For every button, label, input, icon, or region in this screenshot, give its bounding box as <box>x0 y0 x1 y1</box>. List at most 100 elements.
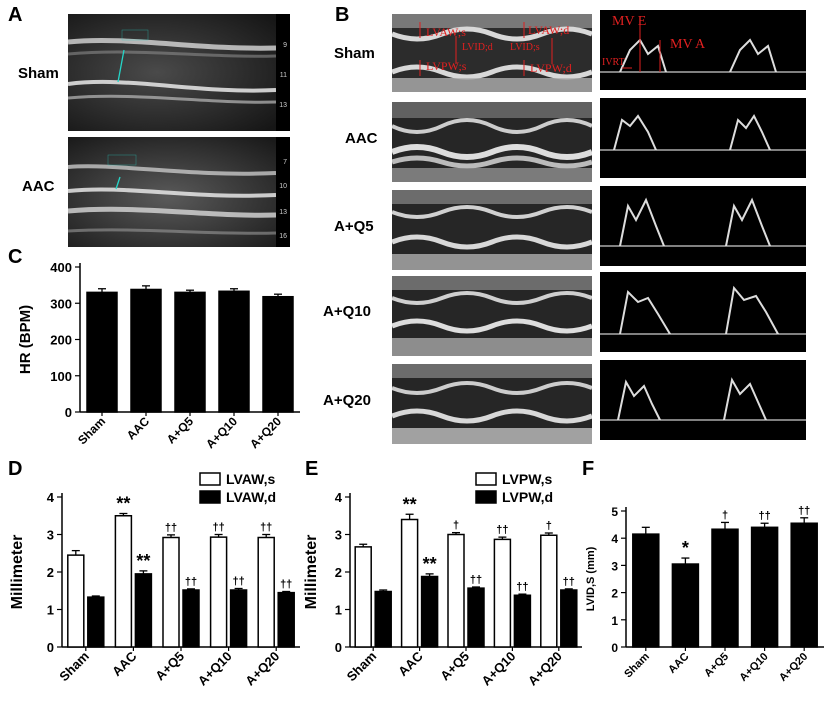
x-tick-label: AAC <box>109 648 140 679</box>
bar <box>671 563 700 648</box>
bar <box>790 522 818 648</box>
bar <box>632 533 660 648</box>
y-tick-label: 100 <box>50 369 72 384</box>
significance-label: †† <box>280 579 292 591</box>
mmode-image-q10 <box>392 276 592 356</box>
mmode-label-lvaw-s: LVAW;s <box>426 25 466 39</box>
chart-d-lvaw: 0 1 2 3 4 Millimeter Sham AAC ** ** A+Q5 †† †† A+Q10 †… <box>9 471 300 689</box>
doppler-image-aac <box>600 98 806 178</box>
mmode-label-lvid-d: LVID;d <box>462 42 493 53</box>
ruler-tick: 9 <box>283 42 287 49</box>
bar <box>130 288 162 413</box>
x-tick-label: A+Q10 <box>479 649 519 689</box>
bar <box>560 589 578 648</box>
doppler-image-sham: MV E MV A IVRT <box>600 10 806 90</box>
x-tick-label: AAC <box>124 414 153 443</box>
legend-swatch <box>199 490 221 504</box>
ruler-tick: 7 <box>283 159 287 166</box>
ultrasound-sham-image: 9 11 13 <box>68 14 290 131</box>
significance-label: ** <box>136 551 150 571</box>
bar <box>374 590 392 648</box>
bar <box>711 528 739 648</box>
mmode-label-lvid-s: LVID;s <box>510 42 540 53</box>
y-tick-label: 4 <box>47 490 55 505</box>
panel-label-b: B <box>335 4 350 26</box>
significance-label: * <box>682 538 689 558</box>
x-tick-label: Sham <box>344 649 380 685</box>
x-tick-label: A+Q20 <box>777 651 810 684</box>
x-tick-label: AAC <box>666 651 691 676</box>
significance-label: †† <box>470 574 482 586</box>
y-tick-label: 2 <box>611 587 618 601</box>
bar <box>540 534 558 648</box>
significance-label: ** <box>423 554 437 574</box>
y-tick-label: 2 <box>47 565 54 580</box>
significance-label: †† <box>496 524 508 536</box>
mmode-image-aac <box>392 102 592 182</box>
row-label-a-aac: AAC <box>22 178 55 195</box>
x-tick-label: A+Q5 <box>164 414 197 447</box>
doppler-label-mv-e: MV E <box>612 14 646 29</box>
bar <box>447 533 465 648</box>
x-tick-label: A+Q5 <box>702 651 731 680</box>
y-axis-label: Millimeter <box>9 535 26 610</box>
bar <box>218 290 250 413</box>
bar <box>134 573 153 648</box>
mmode-label-lvpw-s: LVPW;s <box>426 59 467 73</box>
y-axis-label: LVID,S (mm) <box>585 546 597 611</box>
panel-label-c: C <box>8 246 23 268</box>
ruler-tick: 13 <box>279 102 287 109</box>
row-label-b-sham: Sham <box>334 45 375 62</box>
x-tick-label: Sham <box>622 650 652 680</box>
y-tick-label: 5 <box>611 505 618 519</box>
bar <box>400 518 419 648</box>
doppler-image-q10 <box>600 272 806 352</box>
row-label-b-q20: A+Q20 <box>323 392 371 409</box>
bar <box>493 538 512 648</box>
x-tick-label: A+Q20 <box>525 649 565 689</box>
significance-label: †† <box>516 581 528 593</box>
x-tick-label: Sham <box>75 414 108 447</box>
y-tick-label: 400 <box>50 260 72 275</box>
bar <box>277 591 295 648</box>
legend-label: LVAW,d <box>226 489 276 505</box>
y-tick-label: 2 <box>335 565 342 580</box>
x-tick-label: A+Q10 <box>737 651 770 684</box>
bar <box>467 587 485 648</box>
y-tick-label: 1 <box>611 614 618 628</box>
mmode-image-sham: LVAW;s LVAW;d LVID;d LVID;s LVPW;s LVPW;… <box>392 14 592 92</box>
y-tick-label: 200 <box>50 333 72 348</box>
row-label-a-sham: Sham <box>18 65 59 82</box>
y-tick-label: 0 <box>335 640 342 655</box>
legend-label: LVPW,s <box>502 471 553 487</box>
significance-label: †† <box>165 522 177 534</box>
significance-label: † <box>453 520 459 532</box>
significance-label: ** <box>403 494 417 514</box>
y-tick-label: 0 <box>611 641 618 655</box>
x-tick-label: A+Q10 <box>195 649 235 689</box>
significance-label: †† <box>798 505 810 517</box>
panel-label-d: D <box>8 458 23 480</box>
panel-label-f: F <box>582 458 595 480</box>
panel-label-e: E <box>305 458 319 480</box>
significance-label: †† <box>260 522 272 534</box>
doppler-image-q20 <box>600 360 806 440</box>
bar <box>87 596 105 648</box>
x-tick-label: A+Q5 <box>437 649 472 684</box>
chart-c-heart-rate: 0 100 200 300 400 HR (BPM) Sham AAC A+Q5 A+Q10 A+Q… <box>17 260 300 451</box>
y-axis-label: Millimeter <box>303 535 320 610</box>
significance-label: ** <box>116 494 130 514</box>
mmode-image-q20 <box>392 364 592 444</box>
y-tick-label: 3 <box>47 528 54 543</box>
bar <box>162 536 180 648</box>
y-tick-label: 3 <box>611 559 618 573</box>
row-label-b-q10: A+Q10 <box>323 303 371 320</box>
bar <box>114 515 133 648</box>
y-tick-label: 4 <box>335 490 343 505</box>
mmode-label-lvpw-d: LVPW;d <box>530 61 572 75</box>
significance-label: †† <box>758 510 770 522</box>
ruler-tick: 16 <box>279 233 287 240</box>
significance-label: †† <box>185 576 197 588</box>
doppler-image-q5 <box>600 186 806 266</box>
y-tick-label: 300 <box>50 296 72 311</box>
